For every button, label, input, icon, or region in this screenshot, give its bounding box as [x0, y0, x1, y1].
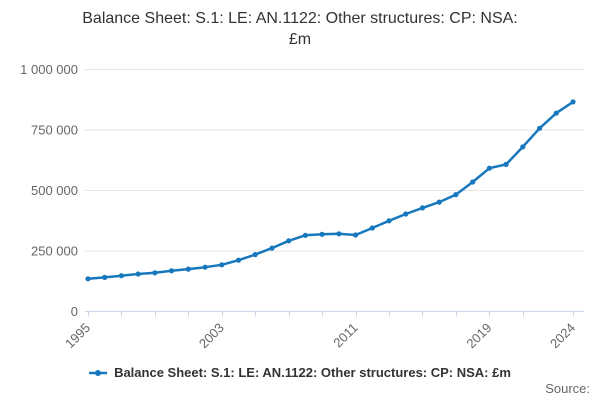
data-point[interactable] [118, 273, 124, 279]
data-point[interactable] [353, 232, 359, 238]
y-tick-label: 500 000 [31, 183, 78, 198]
data-point[interactable] [503, 161, 509, 167]
data-point[interactable] [235, 257, 242, 263]
chart-title-line2: £m [288, 31, 312, 49]
series-line [86, 100, 575, 281]
data-point[interactable] [202, 264, 208, 270]
data-point[interactable] [453, 192, 459, 198]
data-point[interactable] [185, 266, 191, 272]
data-point[interactable] [470, 179, 476, 185]
y-tick-label: 750 000 [31, 123, 78, 138]
chart-title-line1: Balance Sheet: S.1: LE: AN.1122: Other s… [82, 10, 518, 27]
data-point[interactable] [537, 125, 543, 131]
data-point[interactable] [85, 276, 91, 282]
y-tick-label: 250 000 [31, 244, 78, 259]
data-point[interactable] [169, 268, 175, 274]
data-point[interactable] [386, 218, 392, 224]
data-point[interactable] [570, 99, 576, 105]
data-point[interactable] [403, 211, 409, 217]
y-tick-label: 0 [71, 304, 78, 319]
legend-line-marker-icon [89, 369, 108, 376]
x-tick-label: 2003 [196, 320, 227, 351]
x-tick-label: 2019 [463, 320, 494, 351]
chart-svg: 0 250 000 500 000 750 000 1 000 000 1995 2003 2… [20, 62, 584, 351]
data-point[interactable] [520, 144, 526, 150]
source-label: Source: [545, 381, 590, 396]
chart-title: Balance Sheet: S.1: LE: AN.1122: Other s… [0, 8, 600, 50]
data-point[interactable] [302, 232, 308, 238]
data-point[interactable] [102, 274, 108, 280]
data-point[interactable] [486, 165, 492, 171]
data-point[interactable] [252, 252, 258, 258]
data-point[interactable] [286, 238, 292, 244]
x-tick-label: 2011 [330, 320, 360, 350]
data-point[interactable] [135, 271, 141, 277]
x-tick-label: 1995 [62, 320, 93, 351]
data-point[interactable] [436, 199, 442, 205]
data-point[interactable] [269, 245, 275, 251]
x-tick-label: 2024 [547, 320, 578, 351]
data-point[interactable] [152, 270, 158, 276]
legend-label: Balance Sheet: S.1: LE: AN.1122: Other s… [114, 365, 511, 380]
data-point[interactable] [369, 225, 375, 231]
y-tick-label: 1 000 000 [20, 62, 78, 77]
data-point[interactable] [419, 205, 426, 211]
data-point[interactable] [553, 110, 559, 116]
data-point[interactable] [336, 231, 342, 237]
data-point[interactable] [319, 231, 325, 237]
data-point[interactable] [219, 262, 225, 268]
legend-item[interactable]: Balance Sheet: S.1: LE: AN.1122: Other s… [0, 365, 600, 380]
